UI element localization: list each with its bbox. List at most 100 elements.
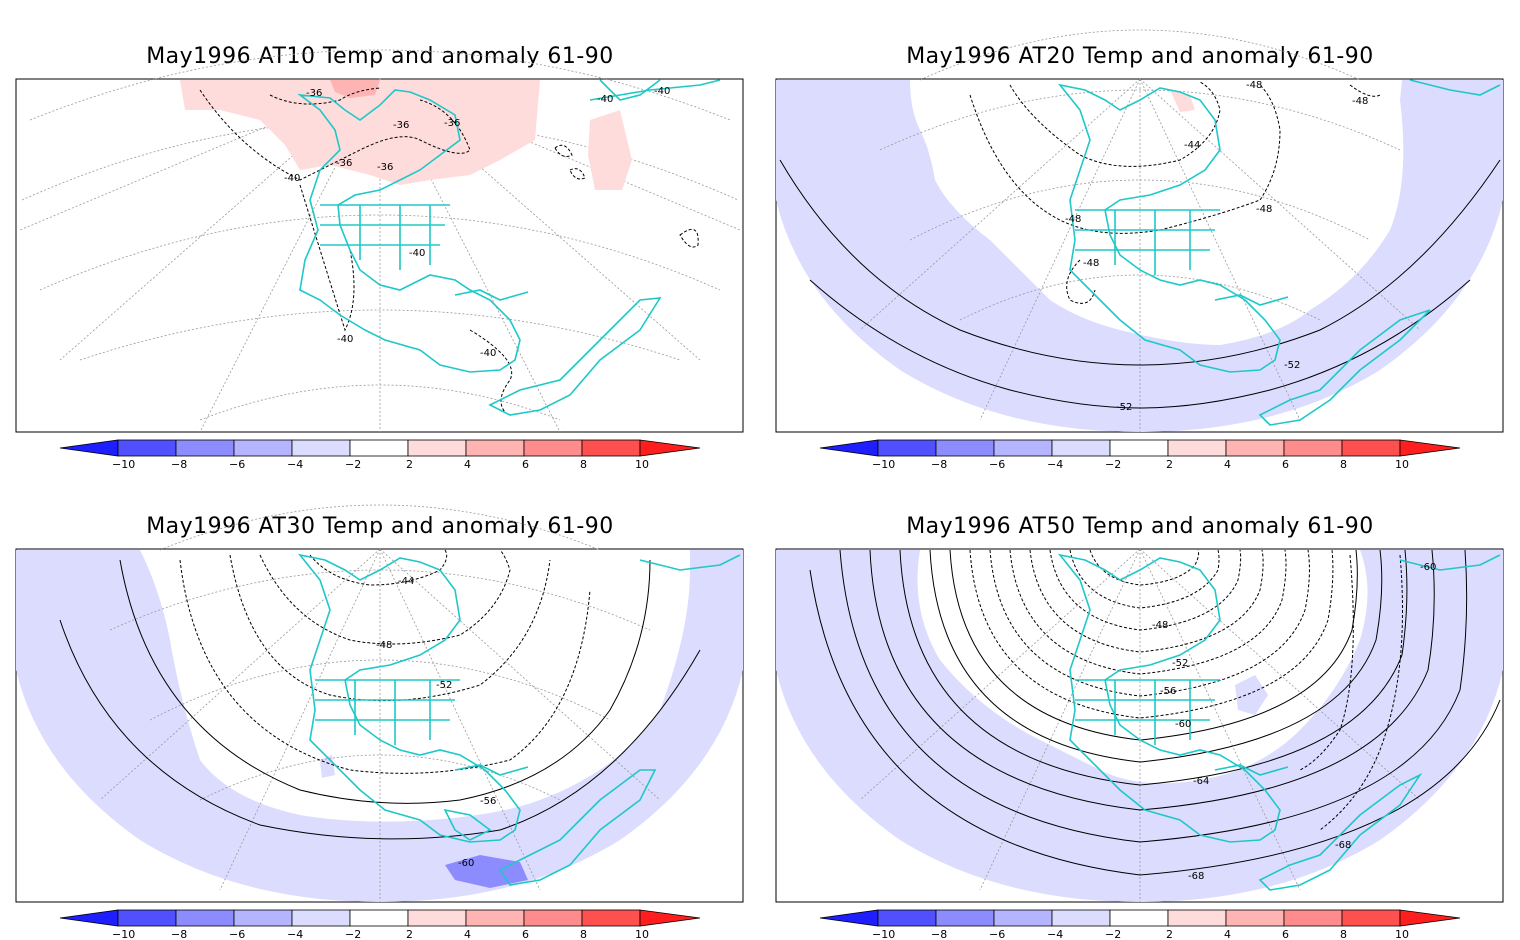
- colorbar-tick-label: −10: [872, 928, 895, 940]
- colorbar-tick-label: 2: [1166, 928, 1173, 940]
- anomaly-shading: [180, 80, 632, 190]
- contours-solid: [809, 549, 1501, 876]
- graticule: [859, 548, 1421, 902]
- map-canvas: -36 -36 -36 -36 -36 -40 -40 -40 -40 -40 …: [15, 49, 744, 471]
- colorbar-tick-label: −8: [931, 928, 947, 940]
- colorbar-tick-label: −4: [287, 928, 303, 940]
- contour-labels: -60 -48 -52 -56 -60 -64 -68 -68: [1152, 562, 1436, 882]
- colorbar-tick-label: 8: [580, 928, 587, 940]
- map-panel-at20: May1996 AT20 Temp and anomaly 61-90: [760, 0, 1520, 471]
- contours: [199, 87, 699, 413]
- colorbar-tick-label: 10: [635, 928, 649, 940]
- contour-label: -52: [1116, 402, 1132, 413]
- colorbar-tick-label: −8: [171, 458, 187, 471]
- colorbar-tick-label: 6: [522, 458, 529, 471]
- colorbar-tick-label: 6: [1282, 928, 1289, 940]
- land-outline: [298, 553, 741, 886]
- colorbar-tick-label: −4: [1047, 458, 1063, 471]
- contour-label: -40: [480, 348, 496, 359]
- colorbar-tick-label: −10: [872, 458, 895, 471]
- contour-labels: -44 -48 -52 -56 -60: [376, 576, 496, 869]
- contour-labels: -48 -48 -44 -48 -48 -48 -52 -52: [1065, 80, 1368, 413]
- colorbar-tick-label: −4: [287, 458, 303, 471]
- contour-label: -48: [1246, 80, 1262, 91]
- colorbar-tick-label: 4: [464, 458, 471, 471]
- colorbar: −10 −8 −6 −4 −2 2 4 6 8 10: [819, 439, 1461, 471]
- contour-label: -52: [1284, 360, 1300, 371]
- colorbar-tick-label: 8: [1340, 928, 1347, 940]
- colorbar-tick-label: −10: [112, 458, 135, 471]
- contour-label: -40: [284, 173, 300, 184]
- panel-title: May1996 AT20 Temp and anomaly 61-90: [906, 44, 1374, 69]
- colorbar-tick-label: 6: [522, 928, 529, 940]
- contour-label: -56: [480, 796, 496, 807]
- colorbar-tick-label: −2: [345, 928, 361, 940]
- colorbar: −10 −8 −6 −4 −2 2 4 6 8 10: [59, 439, 701, 471]
- contour-label: -48: [1256, 204, 1272, 215]
- contour-label: -40: [654, 86, 670, 97]
- colorbar-tick-label: 10: [1395, 458, 1409, 471]
- contour-label: -36: [393, 120, 409, 131]
- colorbar-tick-label: 10: [635, 458, 649, 471]
- colorbar-tick-label: −8: [171, 928, 187, 940]
- contour-label: -60: [458, 858, 474, 869]
- colorbar: −10 −8 −6 −4 −2 2 4 6 8 10: [59, 909, 701, 940]
- map-canvas: -60 -48 -52 -56 -60 -64 -68 -68 −10 −8 −…: [775, 548, 1504, 940]
- colorbar-tick-label: 2: [406, 458, 413, 471]
- map-canvas: -48 -48 -44 -48 -48 -48 -52 -52 −10 −8 −…: [775, 29, 1504, 471]
- colorbar-tick-label: 6: [1282, 458, 1289, 471]
- contour-label: -48: [1152, 620, 1168, 631]
- contour-label: -36: [336, 158, 352, 169]
- land-outline: [1058, 553, 1501, 891]
- panel-title: May1996 AT10 Temp and anomaly 61-90: [146, 44, 614, 69]
- contour-label: -36: [444, 118, 460, 129]
- contour-label: -52: [1172, 658, 1188, 669]
- colorbar-tick-label: 10: [1395, 928, 1409, 940]
- contours-solid: [59, 559, 701, 840]
- contour-label: -68: [1335, 840, 1351, 851]
- contours-solid: [779, 159, 1501, 409]
- colorbar-tick-label: −2: [1105, 458, 1121, 471]
- contour-label: -48: [376, 640, 392, 651]
- colorbar: −10 −8 −6 −4 −2 2 4 6 8 10: [819, 909, 1461, 940]
- map-panel-at10: May1996 AT10 Temp and anomaly 61-90: [0, 0, 760, 471]
- contour-label: -36: [377, 162, 393, 173]
- contour-labels: -36 -36 -36 -36 -36 -40 -40 -40 -40 -40 …: [284, 86, 670, 359]
- colorbar-tick-label: 8: [1340, 458, 1347, 471]
- colorbar-tick-label: 8: [580, 458, 587, 471]
- contour-label: -44: [1184, 140, 1200, 151]
- colorbar-tick-label: −8: [931, 458, 947, 471]
- land-outline: [297, 79, 721, 416]
- map-panel-at50: May1996 AT50 Temp and anomaly 61-90: [760, 470, 1520, 940]
- colorbar-tick-label: 4: [464, 928, 471, 940]
- contour-label: -44: [398, 576, 414, 587]
- contour-label: -60: [1420, 562, 1436, 573]
- contour-label: -48: [1083, 258, 1099, 269]
- contours: [969, 81, 1381, 304]
- contours: [179, 549, 591, 774]
- contour-label: -40: [337, 334, 353, 345]
- colorbar-tick-label: −2: [1105, 928, 1121, 940]
- colorbar-tick-label: −10: [112, 928, 135, 940]
- contour-label: -40: [409, 248, 425, 259]
- contour-label: -36: [306, 88, 322, 99]
- contour-label: -60: [1175, 719, 1191, 730]
- colorbar-tick-label: −6: [989, 458, 1005, 471]
- land-outline: [1058, 79, 1501, 426]
- contour-label: -48: [1065, 214, 1081, 225]
- colorbar-tick-label: 4: [1224, 458, 1231, 471]
- anomaly-shading: [776, 550, 1503, 902]
- colorbar-tick-label: −6: [229, 458, 245, 471]
- map-canvas: -44 -48 -52 -56 -60 −10 −8 −6 −4 −2 2 4 …: [15, 504, 744, 940]
- colorbar-tick-label: −6: [989, 928, 1005, 940]
- graticule: [859, 29, 1421, 432]
- contour-label: -40: [597, 94, 613, 105]
- colorbar-tick-label: −4: [1047, 928, 1063, 940]
- panel-title: May1996 AT50 Temp and anomaly 61-90: [906, 514, 1374, 539]
- contour-label: -52: [436, 680, 452, 691]
- colorbar-tick-label: 4: [1224, 928, 1231, 940]
- contours: [969, 549, 1403, 831]
- contour-label: -64: [1193, 776, 1209, 787]
- map-panel-at30: May1996 AT30 Temp and anomaly 61-90: [0, 470, 760, 940]
- colorbar-tick-label: 2: [1166, 458, 1173, 471]
